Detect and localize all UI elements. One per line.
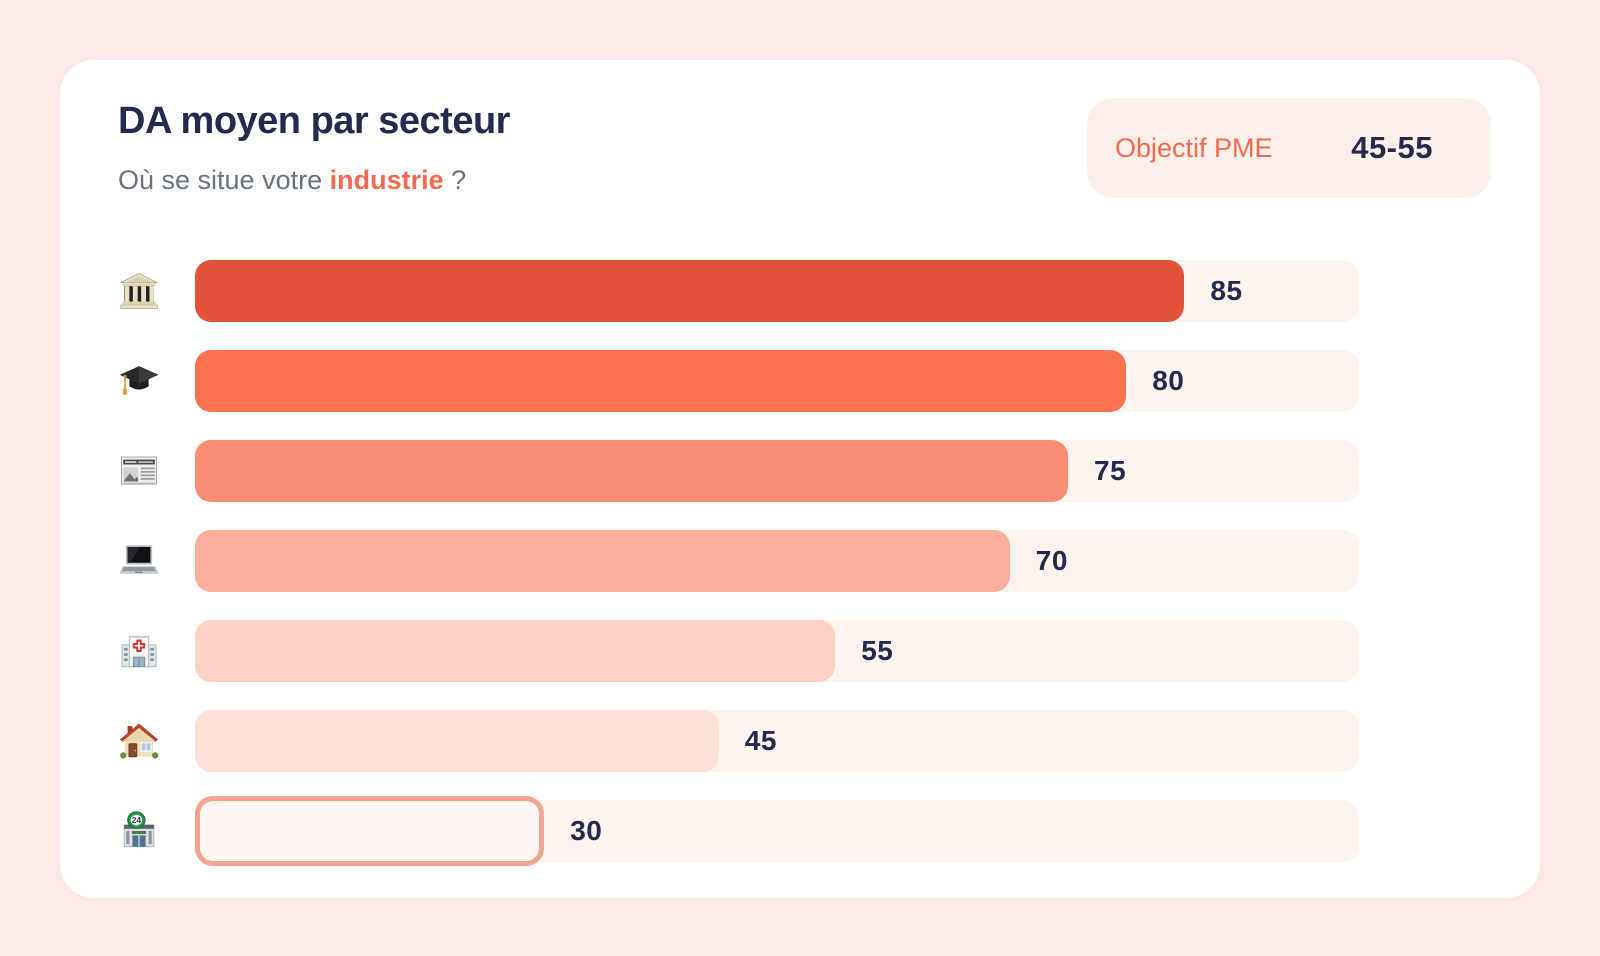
bar-track: 75	[195, 440, 1359, 502]
bar-track: 70	[195, 530, 1359, 592]
bar-fill	[195, 350, 1127, 412]
objective-badge-label: Objectif PME	[1115, 132, 1273, 163]
laptop-icon	[118, 540, 160, 582]
bar-fill	[195, 710, 719, 772]
bar-fill	[195, 620, 836, 682]
graduation-cap-icon	[118, 360, 160, 402]
bar-value: 70	[1035, 545, 1068, 576]
objective-badge: Objectif PME 45-55	[1087, 98, 1491, 198]
chart-row-press: 75	[118, 440, 1482, 502]
chart-row-retail: 24 30	[118, 796, 1482, 866]
house-icon	[118, 720, 160, 762]
card-header: DA moyen par secteur Où se situe votre i…	[118, 98, 1491, 198]
chart-row-bank: 85	[118, 260, 1482, 322]
bar-track: 45	[195, 710, 1359, 772]
chart-row-education: 80	[118, 350, 1482, 412]
chart-card: DA moyen par secteur Où se situe votre i…	[60, 60, 1540, 898]
bar-fill	[195, 796, 545, 866]
convenience-store-icon: 24	[118, 810, 160, 852]
bar-value: 45	[744, 725, 777, 756]
bar-value: 55	[861, 635, 894, 666]
chart-row-health: 55	[118, 620, 1482, 682]
subtitle-prefix: Où se situe votre	[118, 164, 330, 195]
bar-chart: 85 80	[118, 260, 1482, 866]
bar-track: 85	[195, 260, 1359, 322]
svg-text:24: 24	[132, 815, 142, 825]
bar-value: 85	[1210, 275, 1243, 306]
bar-track: 55	[195, 620, 1359, 682]
page-title: DA moyen par secteur	[118, 100, 510, 142]
header-text: DA moyen par secteur Où se situe votre i…	[118, 100, 510, 196]
bar-fill	[195, 440, 1068, 502]
bar-value: 80	[1152, 365, 1185, 396]
newspaper-icon	[118, 450, 160, 492]
bar-fill	[195, 260, 1185, 322]
bar-track: 80	[195, 350, 1359, 412]
hospital-icon	[118, 630, 160, 672]
subtitle-suffix: ?	[443, 164, 467, 195]
bar-value: 75	[1094, 455, 1127, 486]
chart-row-tech: 70	[118, 530, 1482, 592]
bar-value: 30	[570, 815, 603, 846]
subtitle-highlight: industrie	[329, 164, 444, 195]
bank-icon	[118, 270, 160, 312]
bar-fill	[195, 530, 1010, 592]
bar-track: 30	[195, 796, 1359, 866]
subtitle: Où se situe votre industrie ?	[118, 164, 510, 196]
chart-row-real-estate: 45	[118, 710, 1482, 772]
objective-badge-value: 45-55	[1351, 130, 1433, 165]
